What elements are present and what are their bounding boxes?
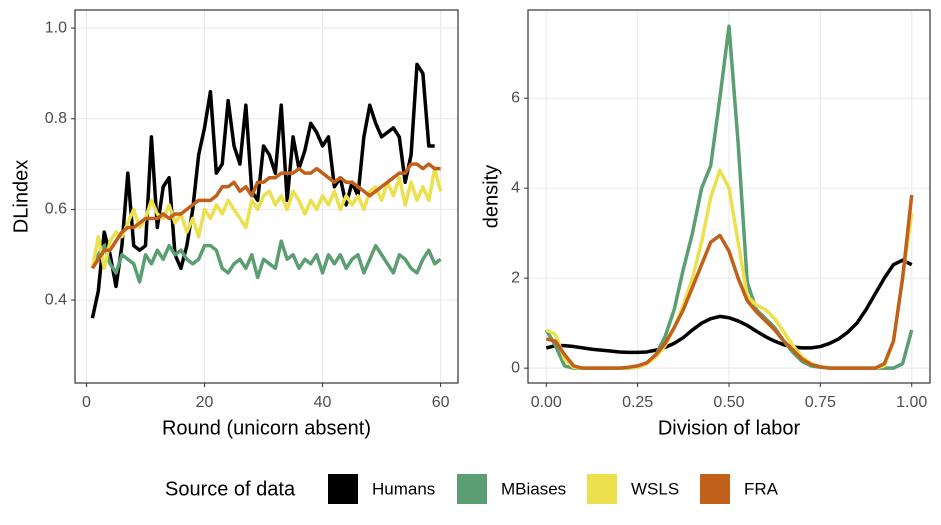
- x-tick-label: 60: [432, 394, 450, 411]
- x-tick-label: 0: [82, 394, 91, 411]
- y-tick-label: 0.4: [45, 291, 67, 308]
- x-tick-label: 20: [196, 394, 214, 411]
- panel-border: [74, 9, 459, 384]
- legend-label: Humans: [372, 479, 435, 498]
- x-tick-label: 0.50: [713, 394, 744, 411]
- x-axis-title: Round (unicorn absent): [162, 417, 371, 439]
- series-line: [90, 162, 441, 270]
- x-axis-title: Division of labor: [658, 417, 801, 439]
- x-tick-label: 0.75: [805, 394, 836, 411]
- y-axis-title: density: [480, 165, 502, 228]
- series-line: [545, 258, 913, 355]
- legend-label: FRA: [744, 479, 779, 498]
- legend-swatch: [457, 474, 487, 504]
- legend-swatch: [587, 474, 617, 504]
- series-line: [90, 239, 442, 284]
- y-tick-label: 2: [511, 269, 520, 286]
- panel-background: [75, 10, 458, 383]
- y-tick-label: 4: [511, 179, 520, 196]
- x-tick-label: 0.00: [531, 394, 562, 411]
- y-tick-label: 6: [511, 89, 520, 106]
- series-line: [90, 166, 443, 271]
- legend-label: WSLS: [631, 479, 679, 498]
- series-line: [90, 62, 435, 319]
- y-tick-label: 1.0: [45, 19, 67, 36]
- y-axis-title: DLindex: [10, 160, 32, 233]
- x-tick-label: 40: [314, 394, 332, 411]
- y-tick-label: 0.6: [45, 201, 67, 218]
- x-tick-label: 0.25: [622, 394, 653, 411]
- y-tick-label: 0.8: [45, 110, 67, 127]
- legend-swatch: [328, 474, 358, 504]
- legend-swatch: [700, 474, 730, 504]
- legend-label: MBiases: [501, 479, 566, 498]
- panel-border: [527, 9, 931, 384]
- series-line: [545, 194, 914, 370]
- y-tick-label: 0: [511, 359, 520, 376]
- x-tick-label: 1.00: [896, 394, 927, 411]
- legend-title: Source of data: [165, 478, 296, 500]
